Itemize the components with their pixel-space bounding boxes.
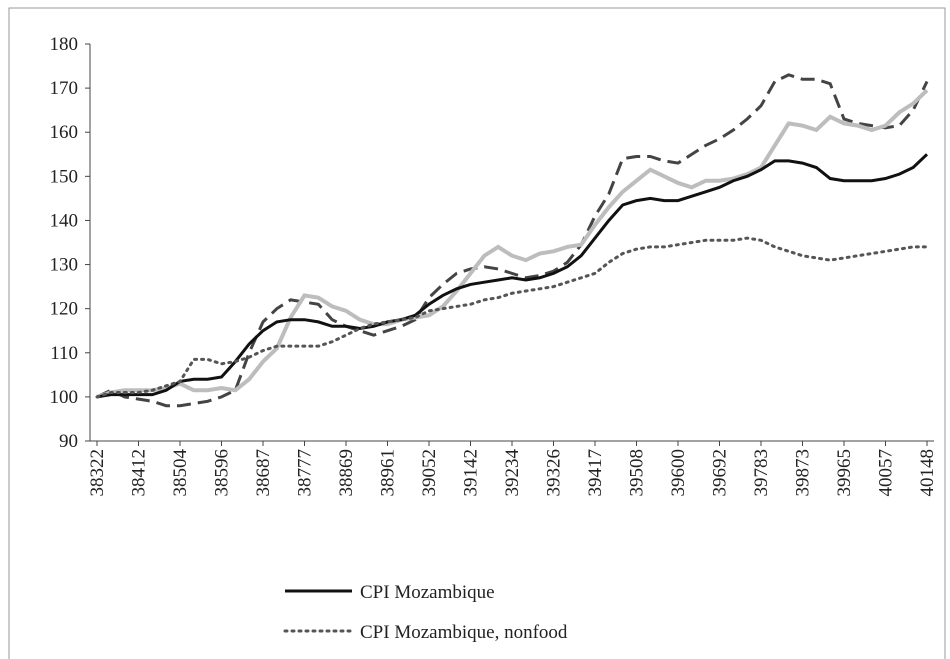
x-tick-label: 38869: [336, 449, 357, 497]
series-line: [96, 153, 929, 399]
x-tick-label: 38961: [378, 449, 399, 497]
y-tick-label: 180: [50, 34, 79, 55]
x-tick-label: 40148: [917, 449, 938, 497]
x-tick-label: 38504: [170, 449, 191, 497]
y-tick-label: 120: [50, 299, 79, 320]
x-tick-label: 39965: [834, 449, 855, 497]
x-tick-label: 39600: [668, 449, 689, 497]
series-line: [96, 88, 929, 399]
series-line: [96, 73, 929, 408]
y-tick-label: 140: [50, 210, 79, 231]
x-tick-label: 39783: [751, 449, 772, 497]
x-tick-label: 39692: [710, 449, 731, 497]
x-tick-label: 39052: [419, 449, 440, 497]
x-tick-label: 39873: [793, 449, 814, 497]
legend-label: CPI Mozambique, nonfood: [360, 622, 568, 643]
x-tick-label: 39142: [461, 449, 482, 497]
y-tick-label: 110: [50, 343, 78, 364]
x-tick-label: 38412: [129, 449, 150, 497]
y-tick-label: 90: [59, 431, 78, 452]
x-tick-label: 40057: [876, 449, 897, 497]
x-tick-label: 39326: [544, 449, 565, 497]
chart-frame: [8, 7, 946, 659]
legend-label: CPI Mozambique: [360, 582, 495, 603]
x-tick-label: 38777: [295, 449, 316, 497]
x-tick-label: 39417: [585, 449, 606, 497]
x-tick-label: 39508: [627, 449, 648, 497]
x-tick-label: 38687: [253, 449, 274, 497]
y-tick-label: 160: [50, 122, 79, 143]
x-tick-label: 39234: [502, 449, 523, 497]
y-tick-label: 170: [50, 78, 79, 99]
x-tick-label: 38322: [87, 449, 108, 497]
series-line: [95, 236, 929, 399]
y-tick-label: 130: [50, 255, 79, 276]
x-tick-label: 38596: [212, 449, 233, 497]
y-tick-label: 150: [50, 166, 79, 187]
y-tick-label: 100: [50, 387, 79, 408]
